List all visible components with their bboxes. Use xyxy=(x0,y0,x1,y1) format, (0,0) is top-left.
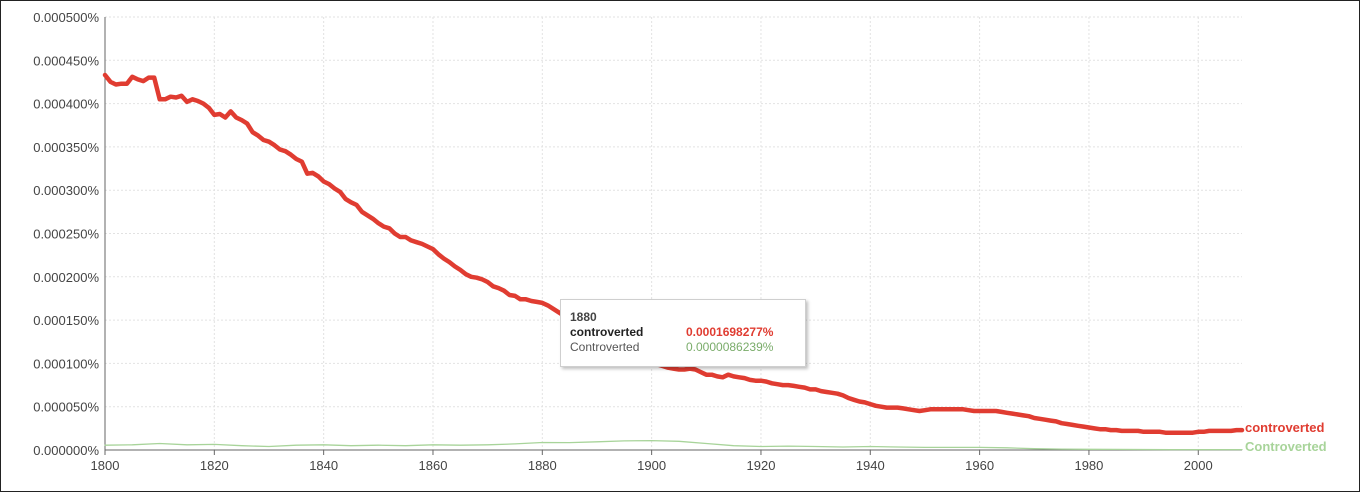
grid-lines xyxy=(105,16,1242,450)
series-end-labels: controverted Controverted xyxy=(1245,420,1327,454)
x-tick-label: 1900 xyxy=(637,458,666,473)
y-tick-label: 0.000050% xyxy=(33,400,99,415)
y-tick-label: 0.000400% xyxy=(33,97,99,112)
x-tick-label: 1940 xyxy=(856,458,885,473)
x-tick-label: 1860 xyxy=(419,458,448,473)
tooltip-series-name: controverted xyxy=(570,325,644,339)
x-tick-label: 1820 xyxy=(200,458,229,473)
tooltip-year: 1880 xyxy=(570,310,597,324)
series-label-controverted-capitalized: Controverted xyxy=(1245,439,1327,454)
x-tick-label: 1800 xyxy=(91,458,120,473)
x-axis-tick-labels: 1800 1820 1840 1860 1880 1900 1920 1940 1960 1980… xyxy=(91,458,1213,473)
y-tick-label: 0.000150% xyxy=(33,313,99,328)
y-tick-label: 0.000100% xyxy=(33,356,99,371)
y-tick-label: 0.000250% xyxy=(33,227,99,242)
x-tick-label: 2000 xyxy=(1184,458,1213,473)
axes xyxy=(104,17,1242,455)
tooltip-row-controverted: controverted 0.0001698277% xyxy=(570,325,805,340)
series-line-controverted xyxy=(102,72,1245,435)
y-tick-label: 0.000500% xyxy=(33,10,99,25)
tooltip-row-controverted-capitalized: Controverted 0.0000086239% xyxy=(570,340,805,355)
y-tick-label: 0.000450% xyxy=(33,53,99,68)
x-tick-label: 1960 xyxy=(965,458,994,473)
series-line-controverted-capitalized xyxy=(104,439,1243,451)
x-tick-label: 1980 xyxy=(1074,458,1103,473)
x-tick-label: 1840 xyxy=(309,458,338,473)
hover-tooltip: 1880 controverted 0.0001698277% Controver… xyxy=(560,299,806,367)
series-label-controverted: controverted xyxy=(1245,420,1325,435)
y-tick-label: 0.000000% xyxy=(33,443,99,458)
tooltip-series-value: 0.0001698277% xyxy=(686,325,774,339)
tooltip-series-name: Controverted xyxy=(570,340,640,354)
y-axis-tick-labels: 0.000000% 0.000050% 0.000100% 0.000150% 0.00… xyxy=(33,10,99,458)
series-lines xyxy=(102,72,1245,451)
x-tick-label: 1920 xyxy=(747,458,776,473)
tooltip-series-value: 0.0000086239% xyxy=(686,340,774,354)
y-tick-label: 0.000300% xyxy=(33,183,99,198)
x-tick-label: 1880 xyxy=(528,458,557,473)
y-tick-label: 0.000350% xyxy=(33,140,99,155)
y-tick-label: 0.000200% xyxy=(33,270,99,285)
